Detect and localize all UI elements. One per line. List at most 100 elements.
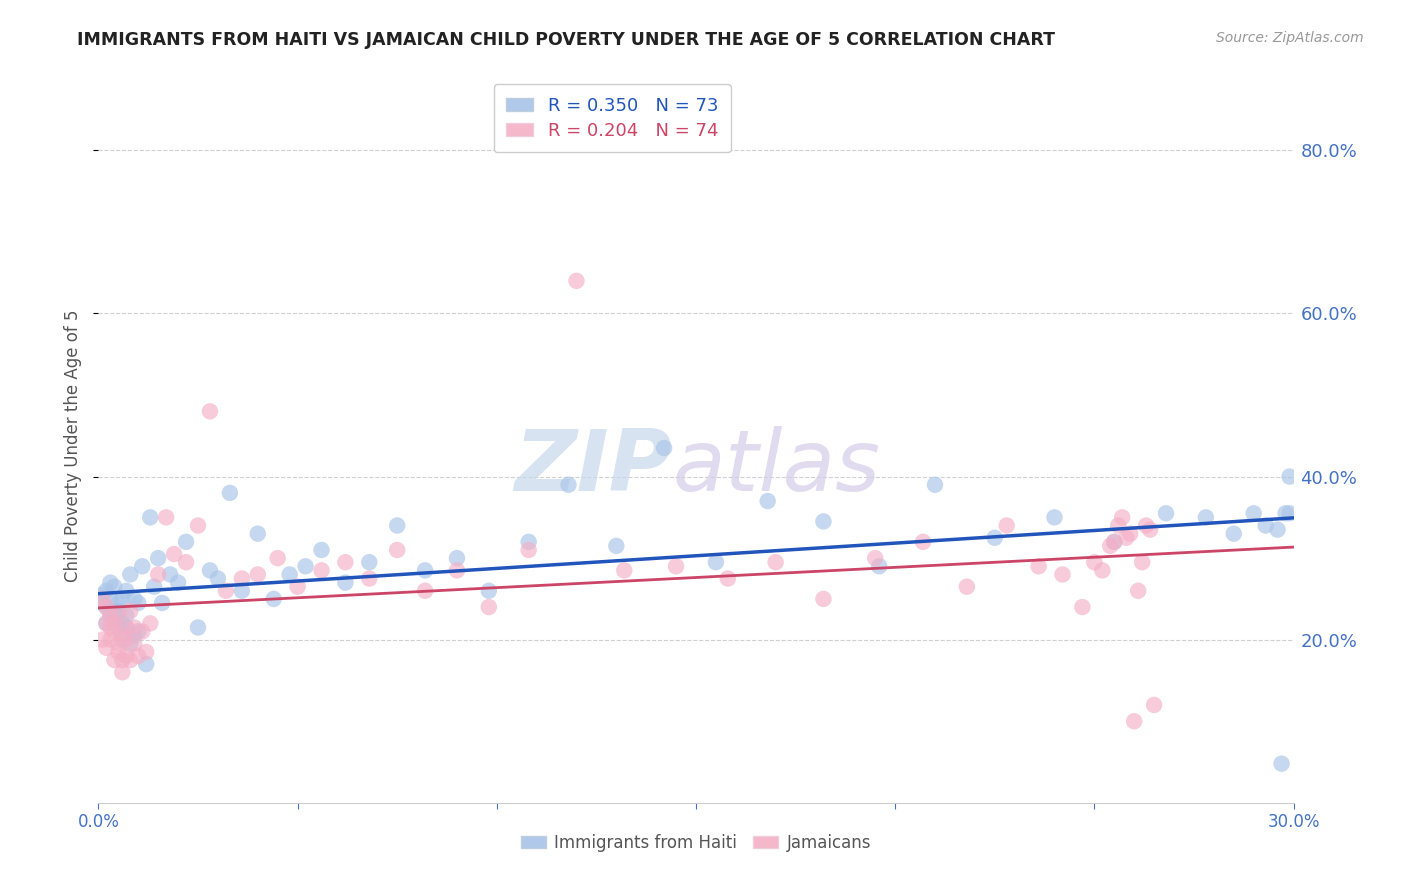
Point xyxy=(1271,756,1294,771)
Point xyxy=(1274,506,1296,520)
Point xyxy=(115,648,138,663)
Point xyxy=(124,591,146,606)
Point xyxy=(1091,563,1114,577)
Legend: Immigrants from Haiti, Jamaicans: Immigrants from Haiti, Jamaicans xyxy=(515,828,877,859)
Point xyxy=(1135,518,1157,533)
Point xyxy=(98,620,122,634)
Point xyxy=(91,632,114,647)
Point xyxy=(91,591,114,606)
Point xyxy=(756,494,779,508)
Point xyxy=(1028,559,1050,574)
Point xyxy=(159,567,181,582)
Point xyxy=(103,624,125,639)
Point xyxy=(127,648,149,663)
Point xyxy=(267,551,290,566)
Point xyxy=(1119,526,1142,541)
Point xyxy=(111,665,134,680)
Point xyxy=(924,477,946,491)
Point xyxy=(294,559,316,574)
Point xyxy=(111,632,134,647)
Point xyxy=(135,645,157,659)
Point xyxy=(1104,534,1126,549)
Point xyxy=(865,551,887,566)
Point xyxy=(1130,555,1153,569)
Point xyxy=(446,563,468,577)
Point xyxy=(1154,506,1177,520)
Point xyxy=(263,591,285,606)
Point xyxy=(120,567,142,582)
Point xyxy=(912,534,935,549)
Point xyxy=(143,580,166,594)
Point xyxy=(517,543,540,558)
Point xyxy=(207,572,229,586)
Point xyxy=(148,551,170,566)
Point xyxy=(1223,526,1246,541)
Point xyxy=(111,629,134,643)
Point xyxy=(96,616,118,631)
Point xyxy=(1115,531,1137,545)
Point xyxy=(868,559,890,574)
Point xyxy=(115,583,138,598)
Point xyxy=(215,583,238,598)
Point xyxy=(131,559,153,574)
Text: ZIP: ZIP xyxy=(515,425,672,509)
Point xyxy=(91,588,114,602)
Point xyxy=(120,653,142,667)
Point xyxy=(278,567,301,582)
Point xyxy=(385,543,409,558)
Point xyxy=(995,518,1018,533)
Point xyxy=(478,583,501,598)
Text: Source: ZipAtlas.com: Source: ZipAtlas.com xyxy=(1216,31,1364,45)
Point xyxy=(124,620,146,634)
Point xyxy=(174,534,197,549)
Point xyxy=(1267,523,1289,537)
Point xyxy=(1099,539,1122,553)
Point xyxy=(131,624,153,639)
Point xyxy=(111,653,134,667)
Text: atlas: atlas xyxy=(672,425,880,509)
Point xyxy=(446,551,468,566)
Point xyxy=(103,653,125,667)
Point xyxy=(135,657,157,672)
Point xyxy=(148,567,170,582)
Point xyxy=(1143,698,1166,712)
Point xyxy=(198,404,221,418)
Text: IMMIGRANTS FROM HAITI VS JAMAICAN CHILD POVERTY UNDER THE AGE OF 5 CORRELATION C: IMMIGRANTS FROM HAITI VS JAMAICAN CHILD … xyxy=(77,31,1056,49)
Point xyxy=(115,620,138,634)
Point xyxy=(120,637,142,651)
Point xyxy=(1052,567,1074,582)
Point xyxy=(91,596,114,610)
Point xyxy=(335,555,357,569)
Point xyxy=(231,583,253,598)
Point xyxy=(124,629,146,643)
Point xyxy=(1195,510,1218,524)
Point xyxy=(984,531,1007,545)
Point xyxy=(167,575,190,590)
Point xyxy=(107,596,129,610)
Point xyxy=(107,645,129,659)
Point xyxy=(1107,518,1129,533)
Point xyxy=(96,640,118,655)
Point xyxy=(246,567,269,582)
Point xyxy=(704,555,727,569)
Point xyxy=(1071,600,1094,615)
Point xyxy=(1278,469,1301,483)
Point xyxy=(96,616,118,631)
Point xyxy=(98,608,122,623)
Point xyxy=(198,563,221,577)
Point xyxy=(124,637,146,651)
Point xyxy=(96,600,118,615)
Point xyxy=(98,632,122,647)
Point xyxy=(1043,510,1066,524)
Point xyxy=(103,580,125,594)
Point xyxy=(413,563,436,577)
Point xyxy=(98,591,122,606)
Point xyxy=(517,534,540,549)
Point xyxy=(478,600,501,615)
Point xyxy=(107,620,129,634)
Point xyxy=(115,608,138,623)
Point xyxy=(813,591,835,606)
Point xyxy=(359,572,381,586)
Point xyxy=(1123,714,1146,729)
Point xyxy=(150,596,173,610)
